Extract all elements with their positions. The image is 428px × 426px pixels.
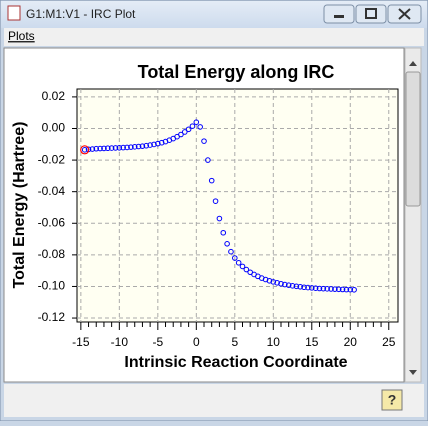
menu-item[interactable]: Plots: [8, 29, 35, 43]
data-point: [151, 141, 157, 148]
data-point: [201, 138, 207, 144]
y-axis-label: Total Energy (Hartree): [11, 122, 28, 289]
highlight-point: [80, 145, 90, 155]
data-point: [320, 285, 327, 292]
close-icon: [398, 8, 411, 20]
data-point: [278, 280, 284, 287]
maximize-button[interactable]: [355, 4, 387, 24]
data-point: [270, 279, 277, 285]
x-tick-label: -5: [152, 335, 163, 349]
data-point: [104, 145, 111, 152]
data-point: [220, 229, 227, 236]
y-tick-label: -0.08: [38, 247, 66, 261]
data-point: [343, 286, 350, 293]
data-point: [81, 147, 88, 153]
data-point: [112, 145, 119, 151]
x-tick-label: -15: [72, 335, 90, 349]
x-tick-label: 25: [382, 335, 396, 349]
data-point: [193, 119, 200, 125]
data-point: [143, 142, 150, 149]
data-point: [120, 144, 126, 151]
x-tick-label: 15: [305, 335, 319, 349]
scroll-down[interactable]: [409, 370, 417, 375]
data-point: [328, 286, 334, 292]
x-tick-label: -10: [111, 335, 129, 349]
data-point: [335, 286, 342, 293]
y-tick-label: -0.04: [38, 184, 66, 198]
scroll-up[interactable]: [409, 61, 417, 66]
data-point: [108, 145, 115, 151]
y-tick-label: 0.00: [42, 121, 66, 135]
data-point: [155, 140, 161, 147]
data-point: [93, 145, 100, 152]
plot-area: [76, 88, 399, 323]
x-tick-label: 5: [231, 335, 238, 349]
data-point: [89, 146, 96, 152]
data-point: [189, 123, 196, 129]
minimize-button[interactable]: [323, 4, 355, 24]
data-point: [197, 124, 203, 130]
minimize-icon: [334, 15, 344, 18]
x-axis-label: Intrinsic Reaction Coordinate: [124, 354, 347, 371]
data-point: [232, 255, 238, 261]
data-point: [224, 241, 230, 247]
chart-title: Total Energy along IRC: [138, 62, 335, 82]
y-tick-label: -0.12: [38, 310, 66, 324]
y-tick-label: 0.02: [42, 89, 66, 103]
data-point: [228, 248, 234, 255]
data-point: [316, 285, 323, 292]
data-point: [97, 145, 103, 152]
data-point: [243, 266, 250, 273]
data-point: [347, 286, 354, 293]
data-point: [101, 145, 107, 152]
app-icon: [7, 5, 21, 21]
data-point: [147, 142, 153, 148]
data-point: [293, 283, 300, 290]
data-point: [116, 144, 123, 151]
data-point: [135, 143, 142, 150]
data-point: [185, 126, 192, 133]
data-point: [128, 144, 134, 150]
x-tick-label: 10: [267, 335, 281, 349]
data-point: [139, 143, 146, 149]
data-point: [289, 283, 296, 289]
help-icon: ?: [388, 392, 397, 408]
scroll-thumb[interactable]: [405, 71, 421, 207]
data-point: [239, 263, 246, 270]
y-tick-label: -0.02: [38, 152, 66, 166]
data-point: [297, 283, 304, 290]
status-bar: [4, 384, 424, 417]
data-point: [205, 157, 211, 163]
data-point: [178, 131, 184, 138]
maximize-icon: [365, 8, 377, 19]
help-button[interactable]: [381, 389, 403, 411]
data-point: [216, 215, 223, 222]
data-point: [124, 144, 130, 151]
data-point: [351, 286, 357, 293]
x-tick-label: 0: [193, 335, 200, 349]
data-point: [131, 144, 138, 150]
data-point: [308, 285, 315, 291]
data-point: [235, 259, 242, 266]
data-point: [339, 286, 346, 293]
y-tick-label: -0.06: [38, 215, 66, 229]
data-point: [301, 284, 307, 291]
data-point: [332, 286, 338, 292]
data-point: [274, 280, 280, 286]
data-point: [181, 129, 188, 135]
menu-bar: [4, 28, 424, 46]
data-point: [324, 286, 330, 292]
data-point: [305, 284, 311, 291]
data-point: [285, 282, 292, 288]
data-point: [312, 285, 319, 291]
x-tick-label: 20: [344, 335, 358, 349]
data-point: [208, 177, 215, 184]
window-title: G1:M1:V1 - IRC Plot: [26, 7, 136, 21]
data-point: [212, 198, 219, 204]
data-point: [282, 281, 288, 288]
y-tick-label: -0.10: [38, 279, 66, 293]
